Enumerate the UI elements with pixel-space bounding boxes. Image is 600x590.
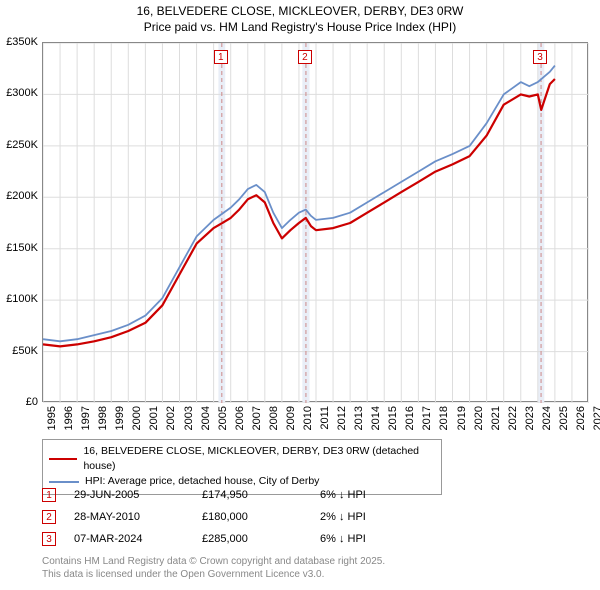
title-line-2: Price paid vs. HM Land Registry's House … [144,20,456,34]
x-axis-tick-label: 2001 [148,406,160,430]
event-price: £285,000 [202,533,302,545]
event-price: £180,000 [202,511,302,523]
plot-svg [43,43,589,403]
x-axis-tick-label: 2005 [217,406,229,430]
x-axis-tick-label: 2013 [353,406,365,430]
event-price: £174,950 [202,489,302,501]
page-root: 16, BELVEDERE CLOSE, MICKLEOVER, DERBY, … [0,0,600,590]
legend-label: 16, BELVEDERE CLOSE, MICKLEOVER, DERBY, … [83,444,435,474]
x-axis-tick-label: 1996 [63,406,75,430]
x-axis-tick-label: 2023 [524,406,536,430]
x-axis-tick-label: 2019 [456,406,468,430]
footer-line-1: Contains HM Land Registry data © Crown c… [42,556,385,567]
y-axis-tick-label: £150K [0,242,38,254]
x-axis-tick-label: 2015 [387,406,399,430]
y-axis-tick-label: £100K [0,293,38,305]
y-axis-tick-label: £0 [0,396,38,408]
x-axis-tick-label: 2022 [507,406,519,430]
x-axis-tick-label: 2027 [592,406,600,430]
chart-title: 16, BELVEDERE CLOSE, MICKLEOVER, DERBY, … [0,0,600,35]
x-axis-tick-label: 2011 [319,406,331,430]
legend-swatch [49,458,77,460]
event-date: 29-JUN-2005 [74,489,184,501]
event-marker-1: 1 [214,50,228,64]
x-axis-tick-label: 2010 [302,406,314,430]
x-axis-tick-label: 2025 [558,406,570,430]
event-marker-3: 3 [533,50,547,64]
x-axis-tick-label: 2018 [438,406,450,430]
x-axis-tick-label: 2020 [473,406,485,430]
event-marker-box: 3 [42,532,56,546]
event-delta: 6% ↓ HPI [320,533,440,545]
event-row: 1 29-JUN-2005 £174,950 6% ↓ HPI [42,484,440,506]
event-row: 3 07-MAR-2024 £285,000 6% ↓ HPI [42,528,440,550]
x-axis-tick-label: 2012 [336,406,348,430]
event-date: 07-MAR-2024 [74,533,184,545]
y-axis-tick-label: £200K [0,190,38,202]
event-delta: 2% ↓ HPI [320,511,440,523]
x-axis-tick-label: 2009 [285,406,297,430]
x-axis-tick-label: 1999 [114,406,126,430]
y-axis-tick-label: £50K [0,345,38,357]
x-axis-tick-label: 2014 [370,406,382,430]
copyright-footer: Contains HM Land Registry data © Crown c… [42,556,385,581]
event-delta: 6% ↓ HPI [320,489,440,501]
plot-frame [42,42,588,402]
x-axis-tick-label: 2004 [200,406,212,430]
event-date: 28-MAY-2010 [74,511,184,523]
y-axis-tick-label: £350K [0,36,38,48]
x-axis-tick-label: 1997 [80,406,92,430]
x-axis-tick-label: 2026 [575,406,587,430]
x-axis-tick-label: 2017 [421,406,433,430]
legend-swatch [49,481,79,483]
event-marker-box: 2 [42,510,56,524]
y-axis-tick-label: £250K [0,139,38,151]
x-axis-tick-label: 1998 [97,406,109,430]
legend-row: 16, BELVEDERE CLOSE, MICKLEOVER, DERBY, … [49,444,435,474]
event-marker-2: 2 [298,50,312,64]
x-axis-tick-label: 2008 [268,406,280,430]
x-axis-tick-label: 2006 [234,406,246,430]
x-axis-tick-label: 2016 [404,406,416,430]
event-row: 2 28-MAY-2010 £180,000 2% ↓ HPI [42,506,440,528]
x-axis-tick-label: 2007 [251,406,263,430]
x-axis-tick-label: 2024 [541,406,553,430]
event-marker-box: 1 [42,488,56,502]
events-table: 1 29-JUN-2005 £174,950 6% ↓ HPI 2 28-MAY-2010… [42,484,440,550]
title-line-1: 16, BELVEDERE CLOSE, MICKLEOVER, DERBY, … [137,4,464,18]
x-axis-tick-label: 2002 [165,406,177,430]
x-axis-tick-label: 2003 [183,406,195,430]
footer-line-2: This data is licensed under the Open Gov… [42,569,324,580]
x-axis-tick-label: 2000 [131,406,143,430]
y-axis-tick-label: £300K [0,87,38,99]
chart-area: £0£50K£100K£150K£200K£250K£300K£350K1995… [42,42,588,402]
x-axis-tick-label: 2021 [490,406,502,430]
x-axis-tick-label: 1995 [46,406,58,430]
